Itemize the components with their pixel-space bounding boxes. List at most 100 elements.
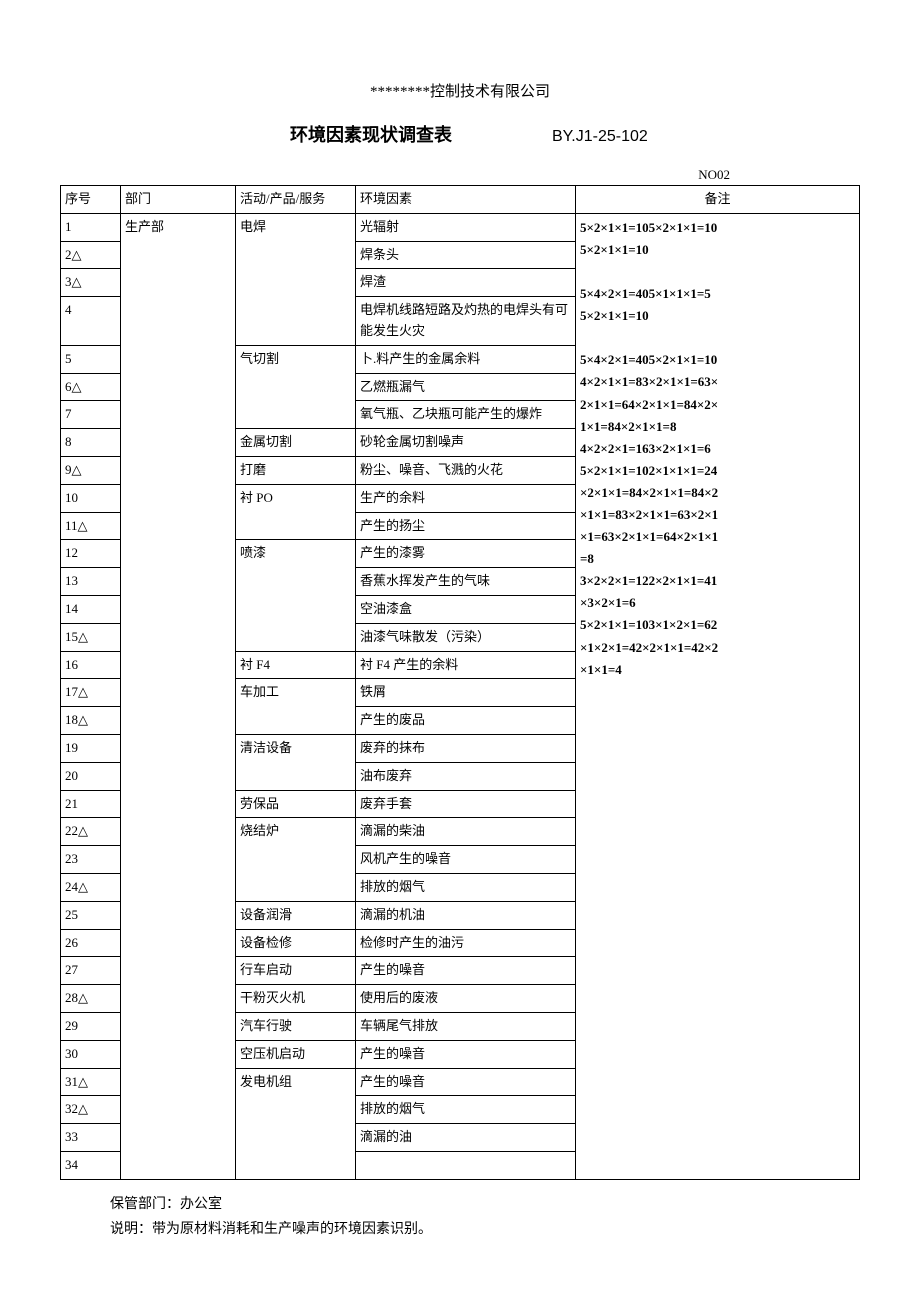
seq-cell: 14 (61, 595, 121, 623)
seq-cell: 31△ (61, 1068, 121, 1096)
table-header-row: 序号 部门 活动/产品/服务 环境因素 备注 (61, 186, 860, 214)
factor-cell: 衬 F4 产生的余料 (356, 651, 576, 679)
factor-cell: 滴漏的油 (356, 1124, 576, 1152)
factor-cell: 氧气瓶、乙块瓶可能产生的爆炸 (356, 401, 576, 429)
factor-cell: 香蕉水挥发产生的气味 (356, 568, 576, 596)
seq-cell: 29 (61, 1012, 121, 1040)
seq-cell: 32△ (61, 1096, 121, 1124)
seq-cell: 33 (61, 1124, 121, 1152)
seq-cell: 4 (61, 297, 121, 346)
seq-cell: 30 (61, 1040, 121, 1068)
seq-cell: 15△ (61, 623, 121, 651)
factor-cell: 排放的烟气 (356, 1096, 576, 1124)
activity-cell: 电焊 (236, 213, 356, 345)
seq-cell: 9△ (61, 456, 121, 484)
seq-cell: 17△ (61, 679, 121, 707)
seq-cell: 19 (61, 734, 121, 762)
activity-cell: 设备检修 (236, 929, 356, 957)
factor-cell: 焊条头 (356, 241, 576, 269)
factor-cell: 卜.料产生的金属余料 (356, 345, 576, 373)
activity-cell: 汽车行驶 (236, 1012, 356, 1040)
header-activity: 活动/产品/服务 (236, 186, 356, 214)
seq-cell: 10 (61, 484, 121, 512)
table-row: 1生产部电焊光辐射5×2×1×1=105×2×1×1=105×2×1×1=10 … (61, 213, 860, 241)
seq-cell: 21 (61, 790, 121, 818)
title-row: 环境因素现状调查表 BY.J1-25-102 (60, 121, 860, 147)
activity-cell: 发电机组 (236, 1068, 356, 1179)
seq-cell: 25 (61, 901, 121, 929)
seq-cell: 12 (61, 540, 121, 568)
factor-cell: 电焊机线路短路及灼热的电焊头有可能发生火灾 (356, 297, 576, 346)
no-label: NO02 (60, 167, 860, 183)
seq-cell: 8 (61, 429, 121, 457)
factor-cell: 使用后的废液 (356, 985, 576, 1013)
activity-cell: 打磨 (236, 456, 356, 484)
factor-cell: 生产的余料 (356, 484, 576, 512)
seq-cell: 6△ (61, 373, 121, 401)
header-seq: 序号 (61, 186, 121, 214)
seq-cell: 5 (61, 345, 121, 373)
header-factor: 环境因素 (356, 186, 576, 214)
factor-cell: 产生的噪音 (356, 1068, 576, 1096)
factor-cell: 粉尘、噪音、飞溅的火花 (356, 456, 576, 484)
activity-cell: 气切割 (236, 345, 356, 428)
factor-cell: 砂轮金属切割噪声 (356, 429, 576, 457)
seq-cell: 16 (61, 651, 121, 679)
seq-cell: 13 (61, 568, 121, 596)
activity-cell: 喷漆 (236, 540, 356, 651)
factor-cell: 光辐射 (356, 213, 576, 241)
doc-title: 环境因素现状调查表 (290, 121, 452, 147)
factor-cell: 产生的噪音 (356, 957, 576, 985)
factor-cell (356, 1151, 576, 1179)
seq-cell: 23 (61, 846, 121, 874)
dept-cell: 生产部 (121, 213, 236, 1179)
factor-cell: 废弃的抹布 (356, 734, 576, 762)
factor-cell: 焊渣 (356, 269, 576, 297)
remark-cell: 5×2×1×1=105×2×1×1=105×2×1×1=10 5×4×2×1=4… (576, 213, 860, 1179)
doc-code: BY.J1-25-102 (552, 128, 648, 146)
seq-cell: 2△ (61, 241, 121, 269)
activity-cell: 劳保品 (236, 790, 356, 818)
factor-cell: 滴漏的柴油 (356, 818, 576, 846)
footer-text: 保管部门：办公室 说明：带为原材料消耗和生产噪声的环境因素识别。 (60, 1192, 860, 1242)
activity-cell: 干粉灭火机 (236, 985, 356, 1013)
factor-cell: 产生的扬尘 (356, 512, 576, 540)
seq-cell: 22△ (61, 818, 121, 846)
seq-cell: 1 (61, 213, 121, 241)
seq-cell: 27 (61, 957, 121, 985)
factor-cell: 乙燃瓶漏气 (356, 373, 576, 401)
seq-cell: 34 (61, 1151, 121, 1179)
seq-cell: 26 (61, 929, 121, 957)
activity-cell: 金属切割 (236, 429, 356, 457)
activity-cell: 烧结炉 (236, 818, 356, 901)
activity-cell: 清洁设备 (236, 734, 356, 790)
activity-cell: 行车启动 (236, 957, 356, 985)
factor-cell: 油布废弃 (356, 762, 576, 790)
seq-cell: 20 (61, 762, 121, 790)
seq-cell: 18△ (61, 707, 121, 735)
header-dept: 部门 (121, 186, 236, 214)
footer-line2: 说明：带为原材料消耗和生产噪声的环境因素识别。 (110, 1217, 860, 1242)
factor-cell: 油漆气味散发（污染） (356, 623, 576, 651)
factor-cell: 铁屑 (356, 679, 576, 707)
factor-cell: 产生的废品 (356, 707, 576, 735)
factor-cell: 产生的漆雾 (356, 540, 576, 568)
factor-cell: 风机产生的噪音 (356, 846, 576, 874)
activity-cell: 衬 F4 (236, 651, 356, 679)
factor-cell: 产生的噪音 (356, 1040, 576, 1068)
footer-line1: 保管部门：办公室 (110, 1192, 860, 1217)
activity-cell: 车加工 (236, 679, 356, 735)
seq-cell: 11△ (61, 512, 121, 540)
seq-cell: 24△ (61, 873, 121, 901)
header-remark: 备注 (576, 186, 860, 214)
seq-cell: 7 (61, 401, 121, 429)
factor-cell: 空油漆盒 (356, 595, 576, 623)
seq-cell: 3△ (61, 269, 121, 297)
factor-cell: 滴漏的机油 (356, 901, 576, 929)
factor-cell: 废弃手套 (356, 790, 576, 818)
company-name: ********控制技术有限公司 (60, 80, 860, 101)
activity-cell: 设备润滑 (236, 901, 356, 929)
factor-cell: 排放的烟气 (356, 873, 576, 901)
factor-cell: 车辆尾气排放 (356, 1012, 576, 1040)
survey-table: 序号 部门 活动/产品/服务 环境因素 备注 1生产部电焊光辐射5×2×1×1=… (60, 185, 860, 1180)
